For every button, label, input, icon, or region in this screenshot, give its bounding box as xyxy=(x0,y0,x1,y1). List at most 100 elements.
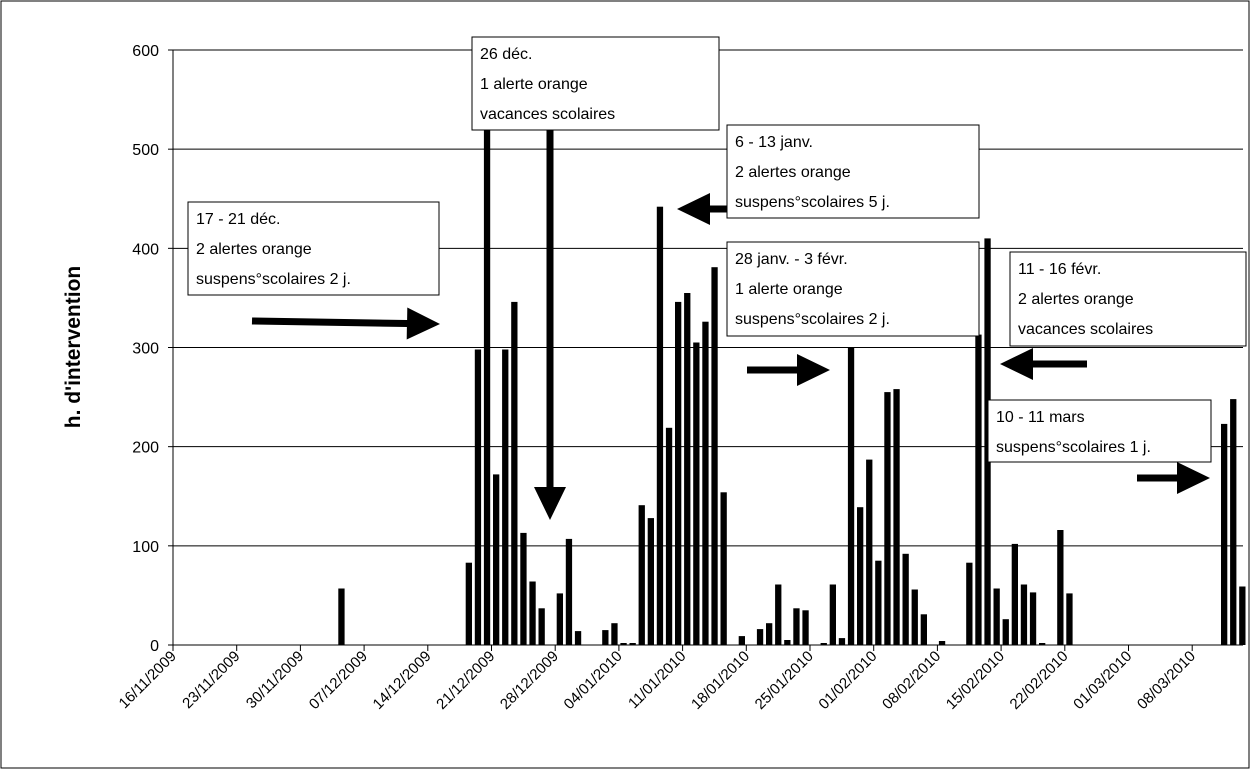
annotations: 17 - 21 déc. 2 alertes orange suspens°scol… xyxy=(187,36,1247,463)
arrow xyxy=(251,307,440,340)
arrow xyxy=(747,354,830,386)
bar xyxy=(511,301,518,645)
bar xyxy=(556,593,563,645)
annotation-box: 10 - 11 mars suspens°scolaires 1 j. xyxy=(987,399,1212,463)
bar xyxy=(483,111,491,645)
annotation-text: 10 - 11 mars xyxy=(996,409,1085,426)
annotation-frame xyxy=(726,124,980,219)
bar xyxy=(574,631,582,645)
annotation-text: vacances scolaires xyxy=(480,106,615,123)
y-tick-label: 300 xyxy=(132,341,159,358)
bar xyxy=(638,505,645,645)
annotation-box: 26 déc. 1 alerte orange vacances scolaires xyxy=(471,36,720,131)
annotation-text: suspens°scolaires 1 j. xyxy=(996,439,1151,456)
bar xyxy=(866,459,873,645)
annotation-text: 11 - 16 févr. xyxy=(1018,261,1101,278)
bar xyxy=(611,623,618,645)
annotation-text: 26 déc. xyxy=(480,46,532,63)
bar xyxy=(775,584,782,645)
bar xyxy=(1002,619,1009,645)
arrow xyxy=(534,125,566,520)
bar xyxy=(802,610,809,645)
bar xyxy=(875,560,882,645)
bar xyxy=(820,643,827,645)
annotation-text: 17 - 21 déc. xyxy=(196,211,281,228)
bar xyxy=(1066,593,1073,645)
bar xyxy=(338,588,345,645)
bar xyxy=(702,321,709,645)
bar xyxy=(1230,399,1237,645)
bar xyxy=(993,588,1000,645)
bar xyxy=(647,518,654,645)
annotation-text: 1 alerte orange xyxy=(480,76,588,93)
bar xyxy=(720,492,727,645)
arrow xyxy=(1137,462,1210,494)
annotation-text: 2 alertes orange xyxy=(1018,291,1134,308)
annotation-text: suspens°scolaires 5 j. xyxy=(735,194,890,211)
bar xyxy=(847,347,855,645)
bar xyxy=(629,643,636,645)
annotation-frame xyxy=(1009,251,1247,347)
bar xyxy=(893,389,900,645)
bar xyxy=(520,532,527,645)
bar xyxy=(793,608,800,645)
y-tick-label: 200 xyxy=(132,440,159,457)
bar xyxy=(766,623,773,645)
bar xyxy=(675,301,682,645)
bars xyxy=(338,111,1246,645)
annotation-text: vacances scolaires xyxy=(1018,321,1153,338)
bar xyxy=(756,629,764,645)
bar xyxy=(529,581,536,645)
y-tick-label: 500 xyxy=(132,142,159,159)
bar xyxy=(857,507,864,645)
bar xyxy=(474,349,482,645)
bar xyxy=(1239,586,1246,645)
bar xyxy=(1029,592,1037,645)
annotation-frame xyxy=(471,36,720,131)
bar xyxy=(938,641,946,645)
annotation-box: 6 - 13 janv. 2 alertes orange suspens°scol… xyxy=(726,124,980,219)
annotation-text: 2 alertes orange xyxy=(735,164,851,181)
y-tick-label: 0 xyxy=(150,638,159,655)
bar xyxy=(784,640,791,645)
y-tick-label: 600 xyxy=(132,43,159,60)
annotation-frame xyxy=(726,241,980,337)
y-tick-label: 100 xyxy=(132,539,159,556)
y-axis-label: h. d'intervention xyxy=(62,266,85,429)
bar xyxy=(602,630,609,645)
bar xyxy=(829,584,836,645)
annotation-text: suspens°scolaires 2 j. xyxy=(735,311,890,328)
annotation-box: 11 - 16 févr. 2 alertes orange vacances sc… xyxy=(1009,251,1247,347)
annotation-text: 6 - 13 janv. xyxy=(735,134,813,151)
bar xyxy=(838,638,846,645)
bar xyxy=(693,342,700,645)
bar xyxy=(620,643,627,645)
bar xyxy=(1011,543,1018,645)
y-tick-label: 400 xyxy=(132,241,159,258)
annotation-frame xyxy=(987,399,1212,463)
bar xyxy=(975,334,982,645)
annotation-text: 1 alerte orange xyxy=(735,281,843,298)
bar xyxy=(884,392,891,645)
bar xyxy=(911,589,918,645)
bar xyxy=(966,562,973,645)
bar xyxy=(711,267,718,645)
bar xyxy=(1221,423,1228,645)
annotation-box: 28 janv. - 3 févr. 1 alerte orange suspens… xyxy=(726,241,980,337)
arrow xyxy=(1000,348,1087,380)
bar xyxy=(1057,530,1064,645)
bar xyxy=(665,427,673,645)
bar xyxy=(565,538,573,645)
bar xyxy=(502,349,509,645)
annotation-text: suspens°scolaires 2 j. xyxy=(196,271,351,288)
bar xyxy=(920,614,927,645)
annotation-box: 17 - 21 déc. 2 alertes orange suspens°scol… xyxy=(187,201,440,296)
bar xyxy=(738,636,745,645)
bar xyxy=(538,608,545,645)
bar xyxy=(465,562,472,645)
annotation-text: 2 alertes orange xyxy=(196,241,312,258)
bar xyxy=(902,553,909,645)
bar xyxy=(656,206,664,645)
